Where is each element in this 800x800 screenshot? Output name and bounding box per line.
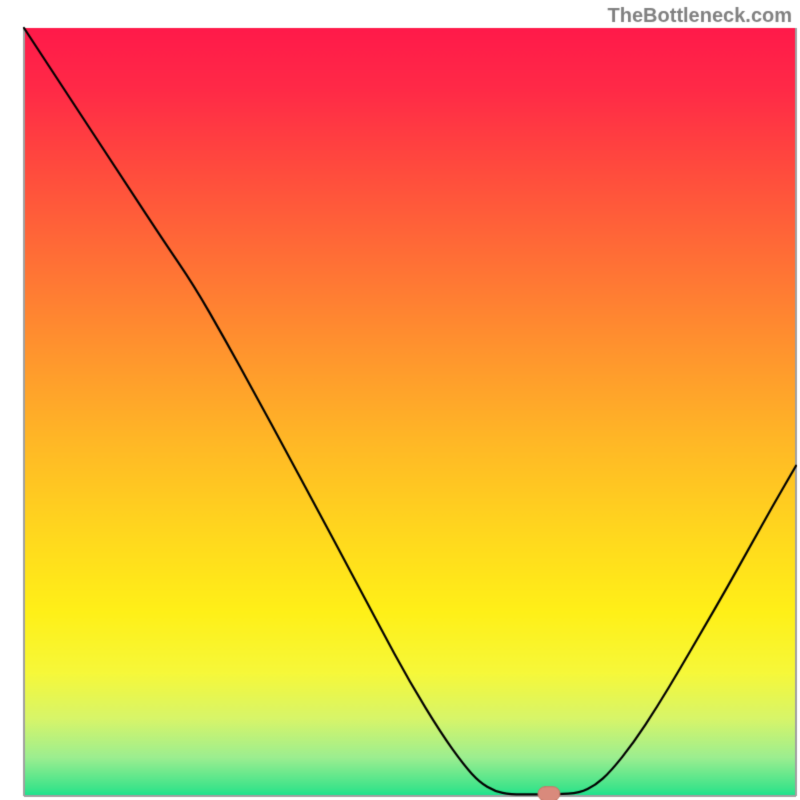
bottleneck-chart	[0, 0, 800, 800]
